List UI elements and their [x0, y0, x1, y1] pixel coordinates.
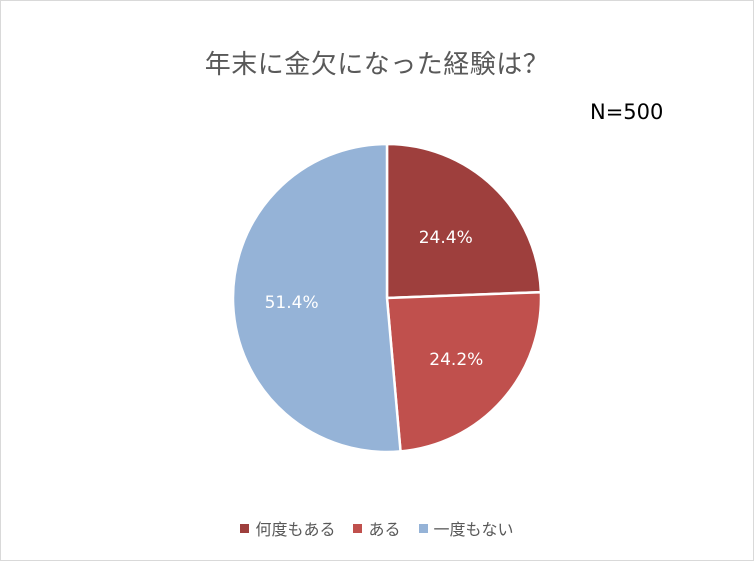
legend-item-never: 一度もない	[418, 516, 514, 540]
legend-swatch-never	[418, 523, 428, 533]
data-label-never: 51.4%	[265, 293, 319, 313]
pie-slice-never	[231, 142, 402, 454]
legend-item-many-times: 何度もある	[240, 516, 335, 540]
legend-swatch-yes	[353, 523, 363, 533]
legend-label-many-times: 何度もある	[255, 520, 336, 539]
legend-label-never: 一度もない	[433, 520, 514, 539]
pie-slice-many-times	[385, 142, 543, 300]
sample-size-label: N=500	[590, 100, 664, 124]
legend-label-yes: ある	[368, 520, 401, 539]
chart-title: 年末に金欠になった経験は？	[204, 50, 550, 80]
legend: 何度もある ある 一度もない	[0, 516, 754, 540]
data-label-many-times: 24.4%	[419, 228, 473, 248]
data-label-yes: 24.2%	[429, 350, 483, 370]
legend-item-yes: ある	[353, 516, 401, 540]
legend-swatch-many-times	[240, 523, 250, 533]
pie-slice-yes	[385, 290, 543, 453]
